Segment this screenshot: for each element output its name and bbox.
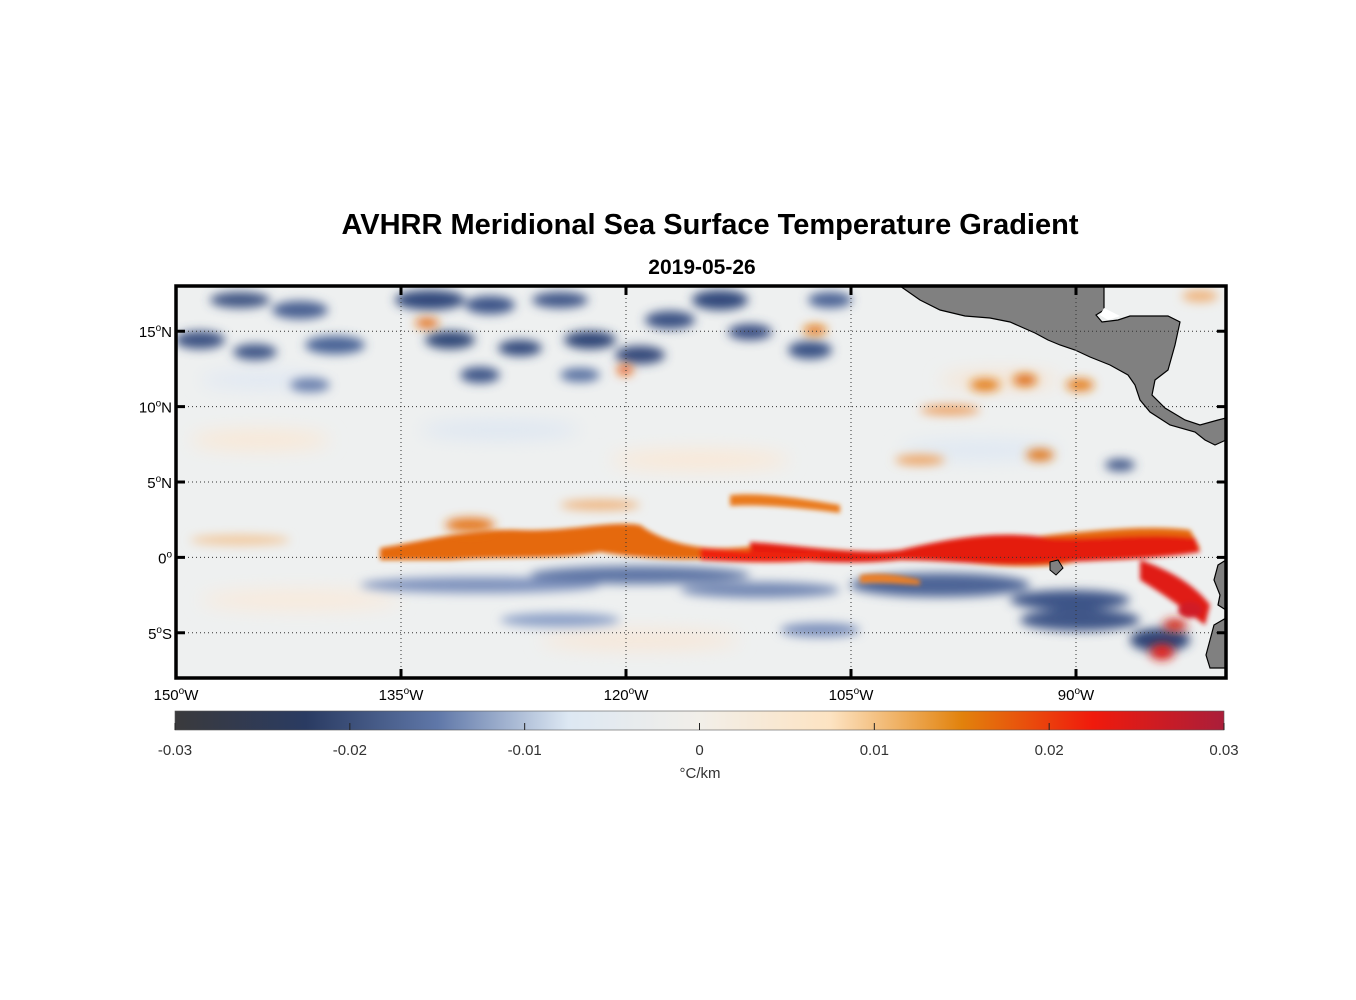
- lon-tick-label: 135oW: [379, 686, 425, 704]
- lat-tick-label: 10oN: [139, 399, 172, 417]
- background-texture: [190, 372, 1060, 650]
- coastal-whitespace: [1100, 308, 1120, 320]
- sst-gradient-field: [176, 286, 1226, 678]
- colorbar-tick-label: -0.03: [158, 742, 192, 759]
- colorbar-tick-label: 0: [695, 742, 703, 759]
- lat-tick-label: 5oS: [148, 625, 172, 643]
- lon-tick-label: 105oW: [829, 686, 875, 704]
- map-axes: 150oW 135oW 120oW 105oW 90oW 15oN 10oN 5oN 0o 5oS: [139, 286, 1226, 704]
- chart-title: AVHRR Meridional Sea Surface Temperature…: [341, 209, 1078, 241]
- positive-patches-scattered: [190, 290, 1218, 660]
- colorbar-tick-label: -0.02: [333, 742, 367, 759]
- lon-tick-label: 120oW: [604, 686, 650, 704]
- south-america-landmass: [1205, 559, 1226, 669]
- positive-equatorial-front: [380, 494, 1210, 625]
- land-masses: [898, 286, 1226, 669]
- lon-tick-label: 150oW: [154, 686, 200, 704]
- colorbar-tick-label: 0.02: [1035, 742, 1064, 759]
- central-america-landmass: [898, 286, 1226, 446]
- chart-subtitle: 2019-05-26: [648, 256, 755, 279]
- lat-tick-label: 0o: [158, 549, 172, 567]
- colorbar-ticks: -0.03 -0.02 -0.01 0 0.01 0.02 0.03: [158, 723, 1239, 759]
- lat-tick-label: 15oN: [139, 323, 172, 341]
- galapagos-islands: [1049, 559, 1064, 576]
- negative-band-south: [360, 459, 1190, 652]
- colorbar-tick-label: -0.01: [508, 742, 542, 759]
- gridlines: [176, 286, 1226, 678]
- negative-patches-north: [176, 290, 852, 392]
- colorbar-tick-label: 0.01: [860, 742, 889, 759]
- colorbar-label: °C/km: [680, 765, 721, 782]
- colorbar-tick-label: 0.03: [1209, 742, 1238, 759]
- lat-tick-label: 5oN: [147, 474, 172, 492]
- lon-tick-label: 90oW: [1058, 686, 1095, 704]
